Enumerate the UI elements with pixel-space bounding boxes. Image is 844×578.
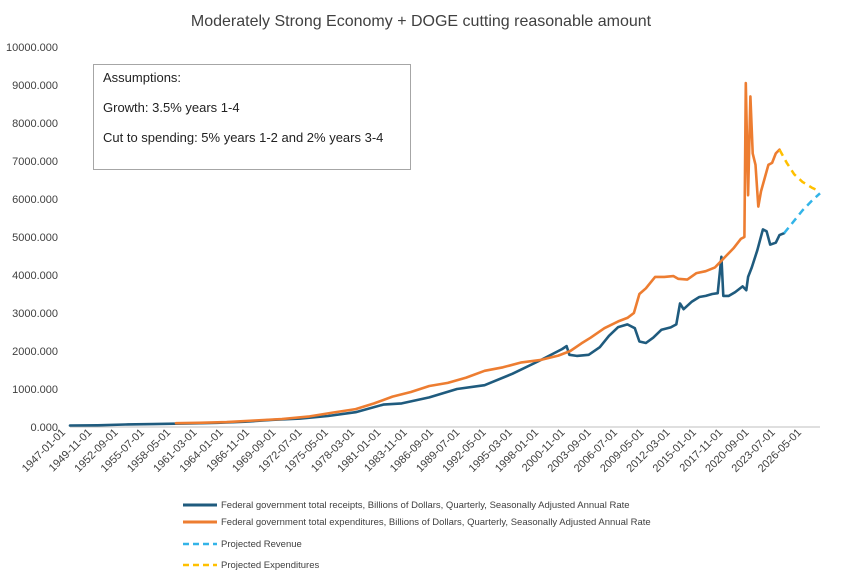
assumptions-box: Assumptions: Growth: 3.5% years 1-4 Cut … [93, 64, 411, 170]
x-axis: 1947-01-011949-11-011952-09-011955-07-01… [20, 426, 820, 475]
y-tick-label: 2000.000 [12, 346, 58, 358]
legend: Federal government total receipts, Billi… [183, 500, 651, 571]
series-line-0 [68, 228, 786, 427]
y-tick-label: 5000.000 [12, 232, 58, 244]
legend-label: Projected Expenditures [221, 560, 319, 571]
y-tick-label: 4000.000 [12, 270, 58, 282]
series-line-3 [778, 148, 821, 193]
y-tick-label: 0.000 [30, 422, 58, 434]
legend-label: Federal government total expenditures, B… [221, 517, 651, 528]
assumption-spending-cut: Cut to spending: 5% years 1-2 and 2% yea… [103, 130, 384, 145]
y-tick-label: 7000.000 [12, 156, 58, 168]
y-tick-label: 6000.000 [12, 194, 58, 206]
assumption-growth: Growth: 3.5% years 1-4 [103, 100, 240, 115]
legend-label: Projected Revenue [221, 539, 302, 550]
y-axis: 0.000 1000.000 2000.000 3000.000 4000.000 500… [6, 42, 58, 434]
y-tick-label: 1000.000 [12, 384, 58, 396]
legend-label: Federal government total receipts, Billi… [221, 500, 630, 511]
plot-area [68, 81, 821, 427]
y-tick-label: 10000.000 [6, 42, 58, 54]
series-line-2 [783, 192, 821, 234]
y-tick-label: 8000.000 [12, 118, 58, 130]
series-line-1 [174, 81, 781, 425]
y-tick-label: 3000.000 [12, 308, 58, 320]
y-tick-label: 9000.000 [12, 80, 58, 92]
assumptions-heading: Assumptions: [103, 70, 182, 85]
chart-title: Moderately Strong Economy + DOGE cutting… [191, 13, 652, 30]
